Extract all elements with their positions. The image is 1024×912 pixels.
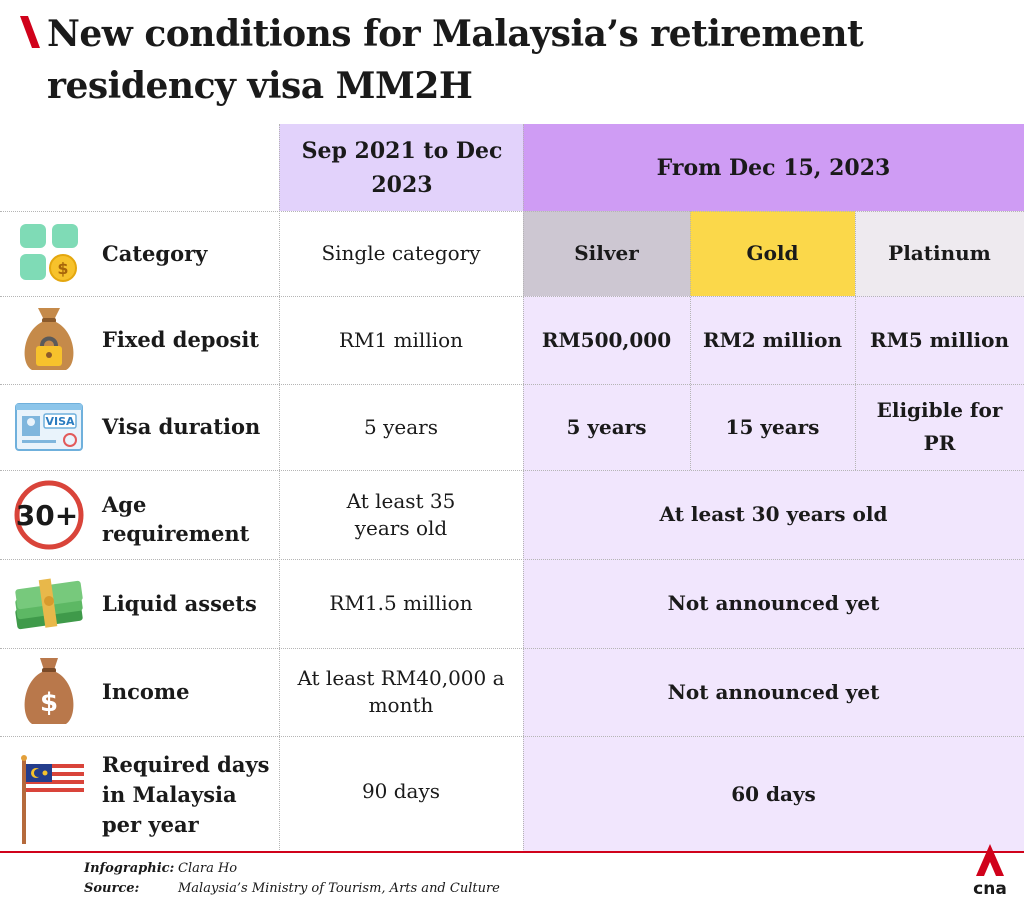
svg-text:$: $ (40, 688, 58, 718)
cna-logo-text: cna (973, 879, 1007, 898)
tier-silver: Silver (574, 241, 639, 265)
old-liquid-assets: RM1.5 million (329, 591, 473, 615)
tier-gold: Gold (746, 241, 799, 265)
new-required-days: 60 days (731, 781, 816, 806)
locked-money-bag-icon (24, 308, 74, 370)
dollar-money-bag-icon: $ (24, 658, 74, 724)
svg-text:VISA: VISA (45, 415, 75, 428)
platinum-tier-bg (855, 211, 1024, 296)
old-period-header: Sep 2021 to Dec 2023 (301, 138, 503, 198)
gold-visa-duration: 15 years (725, 414, 820, 439)
infographic-credit-value: Clara Ho (178, 861, 238, 876)
row-label-fixed-deposit: Fixed deposit (102, 327, 259, 352)
cash-stack-icon (15, 578, 83, 630)
old-required-days: 90 days (361, 778, 441, 803)
row-label-age-requirement: Age requirement (102, 492, 250, 546)
source-credit-value: Malaysia’s Ministry of Tourism, Arts and… (178, 881, 500, 896)
row-label-category: Category (102, 240, 208, 266)
new-liquid-assets: Not announced yet (667, 591, 880, 615)
new-income: Not announced yet (667, 679, 880, 704)
row-label-visa-duration: Visa duration (102, 414, 261, 439)
age-30-plus-icon: 30+ (14, 480, 84, 550)
title-slash-icon (20, 16, 40, 48)
row-label-income: Income (102, 679, 190, 704)
cna-logo-icon: cna (973, 844, 1007, 898)
source-credit-label: Source: (84, 881, 140, 896)
infographic-title: New conditions for Malaysia’s retirement… (47, 13, 864, 107)
old-category: Single category (321, 241, 481, 265)
platinum-fixed-deposit: RM5 million (869, 327, 1010, 352)
visa-card-icon: VISA (15, 403, 83, 451)
gold-fixed-deposit: RM2 million (702, 327, 843, 352)
new-period-cells-bg (523, 296, 1024, 852)
infographic-credit-label: Infographic: (84, 861, 175, 876)
old-visa-duration: 5 years (364, 414, 438, 439)
malaysia-flag-icon (21, 755, 84, 844)
category-grid-icon: $ (20, 224, 78, 282)
silver-tier-bg (523, 211, 690, 296)
platinum-visa-duration: Eligible for PR (876, 398, 1003, 455)
gold-tier-bg (690, 211, 855, 296)
new-period-header-bg (523, 124, 1024, 211)
old-fixed-deposit: RM1 million (338, 327, 464, 352)
silver-fixed-deposit: RM500,000 (541, 327, 672, 352)
svg-text:30+: 30+ (16, 499, 78, 532)
old-period-header-bg (279, 124, 523, 211)
silver-visa-duration: 5 years (566, 414, 647, 439)
row-label-required-days: Required days in Malaysia per year (102, 752, 270, 837)
tier-platinum: Platinum (888, 241, 991, 265)
svg-text:$: $ (57, 259, 68, 278)
old-age-requirement: At least 35 years old (346, 488, 456, 540)
row-label-liquid-assets: Liquid assets (102, 590, 257, 616)
old-income: At least RM40,000 a month (297, 666, 505, 717)
comparison-table: Sep 2021 to Dec 2023 From Dec 15, 2023 $… (0, 124, 1024, 852)
new-age-requirement: At least 30 years old (659, 502, 888, 526)
new-period-header: From Dec 15, 2023 (656, 154, 891, 181)
footer-divider (0, 851, 1024, 853)
